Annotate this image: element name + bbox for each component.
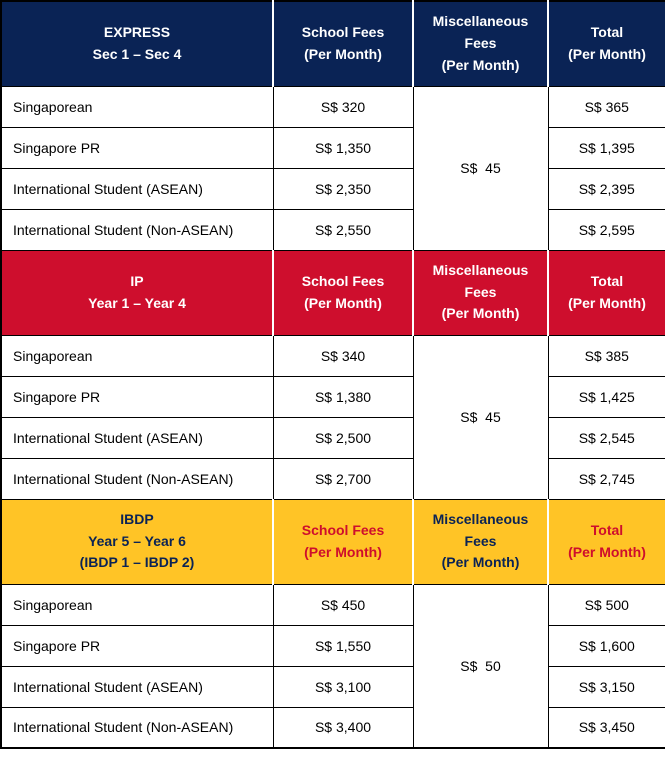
row-label: International Student (Non-ASEAN)	[0, 208, 274, 251]
school-fee-value: S$ 320	[272, 85, 414, 128]
table-row: Singaporean S$ 320 S$ 45 S$ 365	[0, 85, 665, 251]
school-fee-value: S$ 2,500	[272, 416, 414, 459]
total-value: S$ 3,450	[547, 706, 665, 749]
row-label: Singapore PR	[0, 126, 274, 169]
row-label: Singaporean	[0, 85, 274, 128]
table-row: Singapore PR S$ 1,380 S$ 1,425	[0, 375, 665, 418]
total-value: S$ 385	[547, 334, 665, 377]
total-value: S$ 2,395	[547, 167, 665, 210]
school-fee-value: S$ 450	[272, 583, 414, 626]
column-header-misc-fees: Miscellaneous Fees (Per Month)	[412, 498, 549, 585]
table-row: Singaporean S$ 450 S$ 50 S$ 500	[0, 583, 665, 749]
school-fee-value: S$ 1,350	[272, 126, 414, 169]
section-header-express: EXPRESS Sec 1 – Sec 4 School Fees (Per M…	[0, 0, 665, 87]
total-value: S$ 500	[547, 583, 665, 626]
column-header-school-fees: School Fees (Per Month)	[272, 0, 414, 87]
school-fee-value: S$ 1,550	[272, 624, 414, 667]
row-label: International Student (ASEAN)	[0, 167, 274, 210]
section-title-ip: IP Year 1 – Year 4	[0, 249, 274, 336]
column-header-total: Total (Per Month)	[547, 498, 665, 585]
section-header-ip: IP Year 1 – Year 4 School Fees (Per Mont…	[0, 249, 665, 336]
table-row: Singaporean S$ 340 S$ 45 S$ 385	[0, 334, 665, 500]
total-value: S$ 3,150	[547, 665, 665, 708]
row-label: Singaporean	[0, 583, 274, 626]
column-header-school-fees: School Fees (Per Month)	[272, 498, 414, 585]
school-fee-value: S$ 1,380	[272, 375, 414, 418]
misc-fee-value: S$ 45	[412, 334, 549, 500]
table-row: Singapore PR S$ 1,550 S$ 1,600	[0, 624, 665, 667]
row-label: Singapore PR	[0, 375, 274, 418]
school-fees-table: EXPRESS Sec 1 – Sec 4 School Fees (Per M…	[0, 0, 665, 749]
column-header-misc-fees: Miscellaneous Fees (Per Month)	[412, 0, 549, 87]
table-row: Singapore PR S$ 1,350 S$ 1,395	[0, 126, 665, 169]
column-header-total: Total (Per Month)	[547, 0, 665, 87]
school-fee-value: S$ 2,550	[272, 208, 414, 251]
column-header-school-fees: School Fees (Per Month)	[272, 249, 414, 336]
table-row: International Student (Non-ASEAN) S$ 2,5…	[0, 208, 665, 251]
total-value: S$ 1,425	[547, 375, 665, 418]
school-fee-value: S$ 2,350	[272, 167, 414, 210]
school-fee-value: S$ 340	[272, 334, 414, 377]
table-row: International Student (Non-ASEAN) S$ 2,7…	[0, 457, 665, 500]
total-value: S$ 2,745	[547, 457, 665, 500]
total-value: S$ 1,395	[547, 126, 665, 169]
school-fee-value: S$ 2,700	[272, 457, 414, 500]
row-label: Singapore PR	[0, 624, 274, 667]
table-row: International Student (ASEAN) S$ 2,350 S…	[0, 167, 665, 210]
section-header-ibdp: IBDP Year 5 – Year 6 (IBDP 1 – IBDP 2) S…	[0, 498, 665, 585]
school-fee-value: S$ 3,100	[272, 665, 414, 708]
misc-fee-value: S$ 45	[412, 85, 549, 251]
column-header-misc-fees: Miscellaneous Fees (Per Month)	[412, 249, 549, 336]
row-label: International Student (ASEAN)	[0, 416, 274, 459]
row-label: Singaporean	[0, 334, 274, 377]
total-value: S$ 2,545	[547, 416, 665, 459]
column-header-total: Total (Per Month)	[547, 249, 665, 336]
table-row: International Student (Non-ASEAN) S$ 3,4…	[0, 706, 665, 749]
total-value: S$ 2,595	[547, 208, 665, 251]
misc-fee-value: S$ 50	[412, 583, 549, 749]
section-title-express: EXPRESS Sec 1 – Sec 4	[0, 0, 274, 87]
table-row: International Student (ASEAN) S$ 3,100 S…	[0, 665, 665, 708]
table-row: International Student (ASEAN) S$ 2,500 S…	[0, 416, 665, 459]
school-fee-value: S$ 3,400	[272, 706, 414, 749]
section-title-ibdp: IBDP Year 5 – Year 6 (IBDP 1 – IBDP 2)	[0, 498, 274, 585]
row-label: International Student (Non-ASEAN)	[0, 457, 274, 500]
total-value: S$ 365	[547, 85, 665, 128]
row-label: International Student (Non-ASEAN)	[0, 706, 274, 749]
row-label: International Student (ASEAN)	[0, 665, 274, 708]
total-value: S$ 1,600	[547, 624, 665, 667]
